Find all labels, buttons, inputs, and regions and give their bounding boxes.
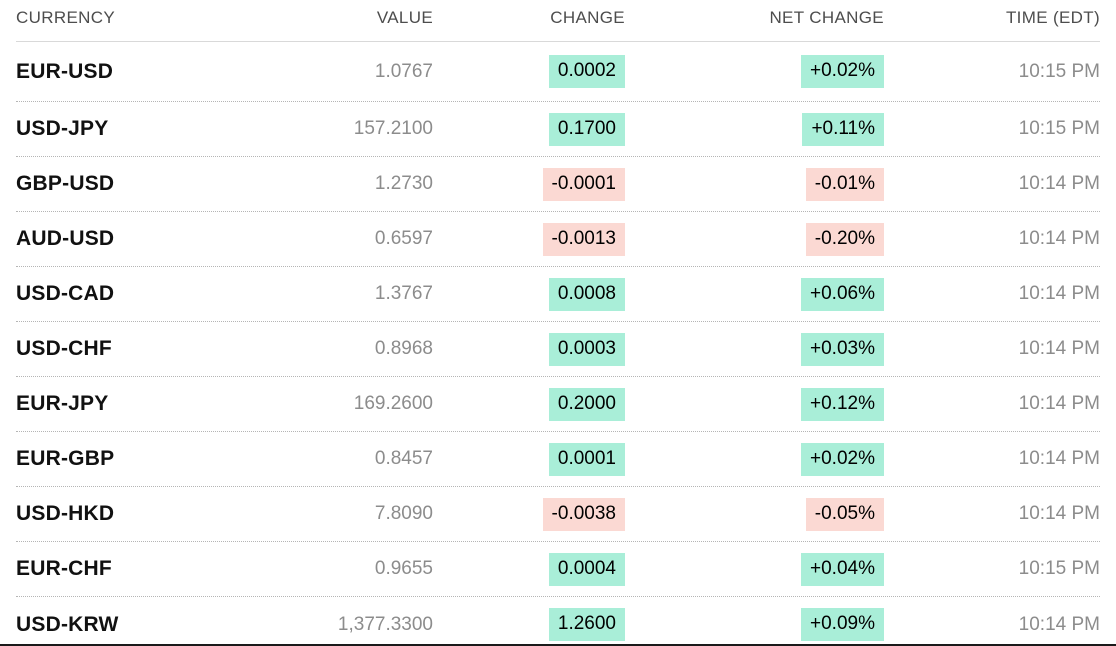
net-change-badge: +0.02% bbox=[801, 55, 884, 88]
time-cell: 10:15 PM bbox=[1018, 60, 1100, 82]
time-cell: 10:15 PM bbox=[1018, 558, 1100, 579]
currency-pair-link[interactable]: EUR-JPY bbox=[16, 392, 109, 415]
table-row: USD-HKD 7.8090 -0.0038 -0.05% 10:14 PM bbox=[16, 487, 1100, 542]
table-row: AUD-USD 0.6597 -0.0013 -0.20% 10:14 PM bbox=[16, 212, 1100, 267]
change-cell: 0.0008 bbox=[433, 277, 625, 311]
time-cell: 10:14 PM bbox=[1018, 283, 1100, 304]
table-row: EUR-CHF 0.9655 0.0004 +0.04% 10:15 PM bbox=[16, 542, 1100, 597]
net-change-badge: +0.02% bbox=[801, 442, 884, 476]
change-cell: 0.1700 bbox=[433, 112, 625, 146]
change-cell: -0.0038 bbox=[433, 497, 625, 531]
time-cell: 10:14 PM bbox=[1018, 228, 1100, 249]
time-cell: 10:14 PM bbox=[1018, 503, 1100, 524]
currency-pair-link[interactable]: EUR-GBP bbox=[16, 447, 115, 470]
value-cell: 1.3767 bbox=[374, 283, 433, 304]
currency-pair-link[interactable]: EUR-CHF bbox=[16, 557, 112, 580]
net-change-cell: +0.09% bbox=[625, 608, 884, 641]
net-change-badge: +0.06% bbox=[801, 277, 884, 311]
change-badge: -0.0013 bbox=[542, 222, 625, 256]
change-badge: 0.0002 bbox=[548, 55, 625, 88]
change-badge: 0.0003 bbox=[548, 332, 625, 366]
currency-pair-link[interactable]: GBP-USD bbox=[16, 172, 115, 195]
time-cell: 10:14 PM bbox=[1018, 393, 1100, 414]
net-change-cell: +0.11% bbox=[625, 112, 884, 146]
value-cell: 157.2100 bbox=[353, 118, 433, 139]
change-cell: -0.0013 bbox=[433, 222, 625, 256]
net-change-badge: +0.09% bbox=[801, 608, 884, 641]
net-change-cell: +0.06% bbox=[625, 277, 884, 311]
net-change-cell: +0.12% bbox=[625, 387, 884, 421]
net-change-cell: +0.02% bbox=[625, 442, 884, 476]
net-change-badge: +0.03% bbox=[801, 332, 884, 366]
change-badge: -0.0038 bbox=[542, 497, 625, 531]
value-cell: 0.9655 bbox=[374, 558, 433, 579]
net-change-cell: +0.04% bbox=[625, 552, 884, 586]
net-change-cell: +0.03% bbox=[625, 332, 884, 366]
net-change-badge: -0.05% bbox=[805, 497, 884, 531]
net-change-badge: +0.12% bbox=[801, 387, 884, 421]
table-row: USD-KRW 1,377.3300 1.2600 +0.09% 10:14 P… bbox=[16, 597, 1100, 646]
currency-pair-link[interactable]: AUD-USD bbox=[16, 227, 115, 250]
table-row: EUR-JPY 169.2600 0.2000 +0.12% 10:14 PM bbox=[16, 377, 1100, 432]
currency-pair-link[interactable]: USD-JPY bbox=[16, 117, 109, 140]
time-cell: 10:14 PM bbox=[1018, 448, 1100, 469]
change-badge: 0.0004 bbox=[548, 552, 625, 586]
net-change-cell: -0.20% bbox=[625, 222, 884, 256]
value-cell: 1,377.3300 bbox=[337, 613, 433, 635]
change-badge: 0.2000 bbox=[548, 387, 625, 421]
value-cell: 169.2600 bbox=[353, 393, 433, 414]
table-row: EUR-GBP 0.8457 0.0001 +0.02% 10:14 PM bbox=[16, 432, 1100, 487]
net-change-badge: +0.04% bbox=[801, 552, 884, 586]
net-change-cell: -0.01% bbox=[625, 167, 884, 201]
column-header-currency: CURRENCY bbox=[16, 8, 116, 27]
change-badge: 0.0001 bbox=[548, 442, 625, 476]
change-cell: -0.0001 bbox=[433, 167, 625, 201]
currency-pair-link[interactable]: EUR-USD bbox=[16, 59, 114, 83]
time-cell: 10:15 PM bbox=[1018, 118, 1100, 139]
column-header-value: VALUE bbox=[376, 8, 433, 27]
change-cell: 1.2600 bbox=[433, 608, 625, 641]
value-cell: 0.8457 bbox=[374, 448, 433, 469]
change-badge: -0.0001 bbox=[542, 167, 625, 201]
column-header-time: TIME (EDT) bbox=[1005, 8, 1100, 27]
change-cell: 0.2000 bbox=[433, 387, 625, 421]
value-cell: 0.8968 bbox=[374, 338, 433, 359]
time-cell: 10:14 PM bbox=[1018, 338, 1100, 359]
value-cell: 7.8090 bbox=[374, 503, 433, 524]
currency-pair-link[interactable]: USD-KRW bbox=[16, 612, 119, 636]
change-cell: 0.0001 bbox=[433, 442, 625, 476]
value-cell: 0.6597 bbox=[374, 228, 433, 249]
value-cell: 1.0767 bbox=[374, 60, 433, 82]
currency-pair-link[interactable]: USD-HKD bbox=[16, 502, 115, 525]
net-change-badge: -0.01% bbox=[805, 167, 884, 201]
table-body: EUR-USD 1.0767 0.0002 +0.02% 10:15 PM US… bbox=[16, 42, 1100, 646]
table-row: USD-JPY 157.2100 0.1700 +0.11% 10:15 PM bbox=[16, 102, 1100, 157]
change-badge: 0.1700 bbox=[548, 112, 625, 146]
net-change-cell: +0.02% bbox=[625, 55, 884, 88]
value-cell: 1.2730 bbox=[374, 173, 433, 194]
bottom-divider bbox=[0, 644, 1116, 646]
currency-pair-link[interactable]: USD-CAD bbox=[16, 282, 115, 305]
table-row: USD-CHF 0.8968 0.0003 +0.03% 10:14 PM bbox=[16, 322, 1100, 377]
change-badge: 1.2600 bbox=[548, 608, 625, 641]
table-row: EUR-USD 1.0767 0.0002 +0.02% 10:15 PM bbox=[16, 42, 1100, 102]
change-badge: 0.0008 bbox=[548, 277, 625, 311]
column-header-net-change: NET CHANGE bbox=[769, 8, 884, 27]
time-cell: 10:14 PM bbox=[1018, 173, 1100, 194]
table-header: CURRENCY VALUE CHANGE NET CHANGE TIME (E… bbox=[16, 0, 1100, 42]
time-cell: 10:14 PM bbox=[1018, 613, 1100, 635]
table-row: USD-CAD 1.3767 0.0008 +0.06% 10:14 PM bbox=[16, 267, 1100, 322]
column-header-change: CHANGE bbox=[550, 8, 625, 27]
change-cell: 0.0003 bbox=[433, 332, 625, 366]
net-change-badge: -0.20% bbox=[805, 222, 884, 256]
currency-pair-link[interactable]: USD-CHF bbox=[16, 337, 112, 360]
table-row: GBP-USD 1.2730 -0.0001 -0.01% 10:14 PM bbox=[16, 157, 1100, 212]
net-change-cell: -0.05% bbox=[625, 497, 884, 531]
net-change-badge: +0.11% bbox=[802, 112, 884, 146]
change-cell: 0.0004 bbox=[433, 552, 625, 586]
change-cell: 0.0002 bbox=[433, 55, 625, 88]
